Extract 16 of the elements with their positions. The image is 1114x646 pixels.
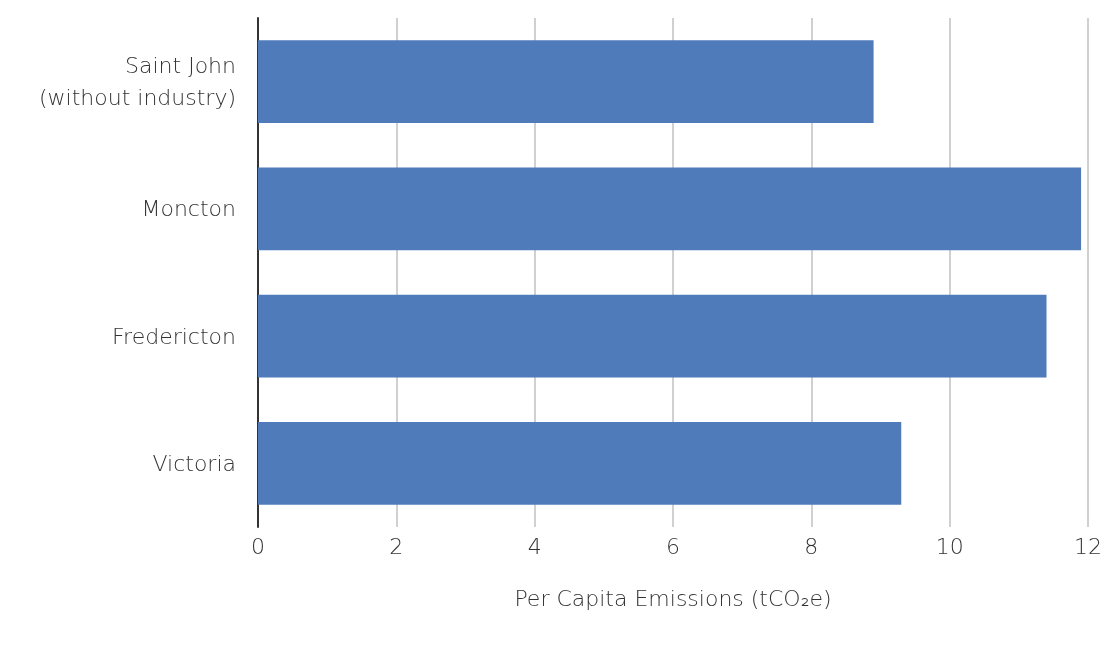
bar <box>258 422 902 505</box>
y-tick-label: Moncton <box>141 196 236 222</box>
x-tick-label: 8 <box>804 533 819 559</box>
x-tick-label: 6 <box>666 533 680 559</box>
x-axis-title: Per Capita Emissions (tCO₂e) <box>514 585 832 611</box>
x-tick-label: 10 <box>935 533 964 559</box>
y-tick-label: Saint John (without industry) <box>39 53 236 111</box>
bar <box>258 294 1047 378</box>
x-tick-label: 4 <box>527 533 542 559</box>
x-tick-label: 0 <box>251 533 265 559</box>
x-tick-label: 2 <box>389 533 404 559</box>
y-tick-label: Fredericton <box>112 323 236 349</box>
bar <box>258 40 874 123</box>
y-tick-label: Victoria <box>152 450 236 476</box>
x-tick-label: 12 <box>1074 533 1102 559</box>
bar <box>258 167 1082 251</box>
